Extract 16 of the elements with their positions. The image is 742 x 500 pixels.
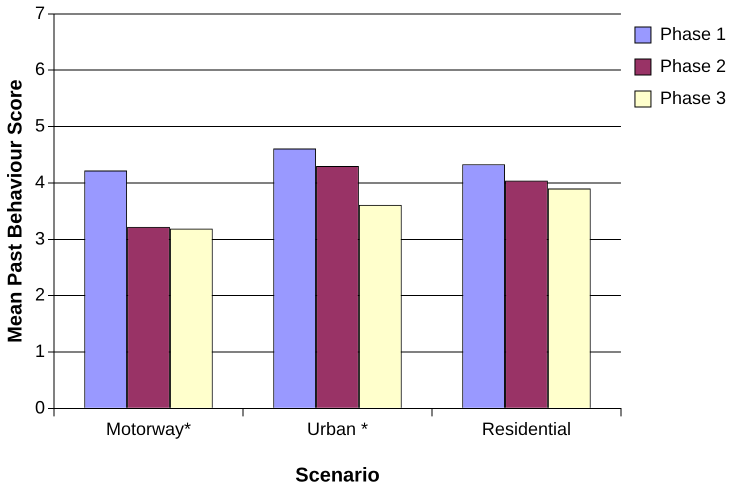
legend-label: Phase 3 (660, 88, 726, 108)
legend-label: Phase 1 (660, 24, 726, 44)
x-axis-title: Scenario (295, 464, 380, 487)
y-tick-label: 5 (34, 116, 46, 136)
x-tick-label: Motorway* (106, 419, 192, 440)
y-tick-label: 0 (34, 397, 46, 418)
y-tick-label: 4 (34, 172, 46, 192)
legend-label: Phase 2 (660, 56, 726, 76)
x-tick-label: Residential (482, 419, 571, 440)
y-tick-label: 3 (34, 228, 46, 248)
y-tick-label: 7 (34, 2, 46, 23)
y-axis-title: Mean Past Behaviour Score (4, 79, 27, 343)
x-tick-label: Urban * (306, 419, 368, 440)
y-tick-label: 1 (34, 340, 46, 361)
y-tick-label: 6 (34, 59, 46, 80)
y-tick-label: 2 (34, 284, 46, 305)
